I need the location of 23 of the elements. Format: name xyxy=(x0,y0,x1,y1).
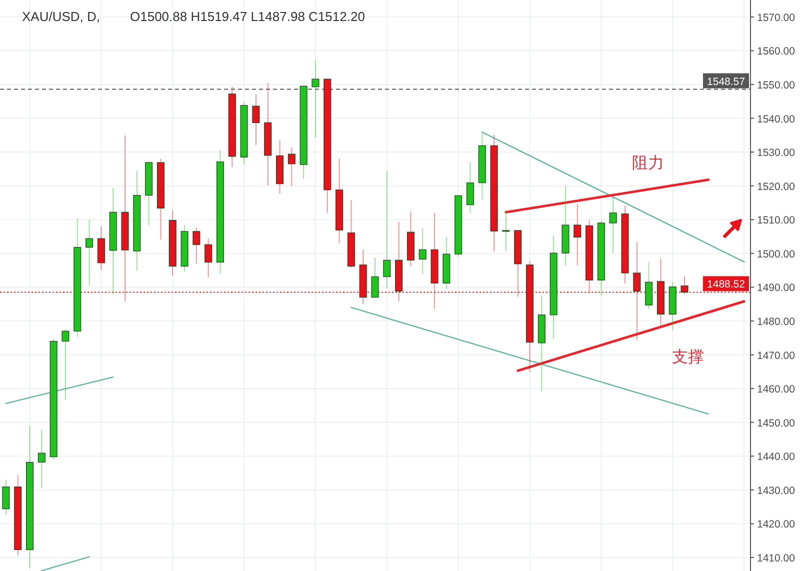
y-tick-label: 1510.00 xyxy=(757,214,796,227)
y-tick-label: 1410.00 xyxy=(757,552,796,564)
ref-line-label: 1488.52 xyxy=(707,278,746,291)
y-tick-label: 1520.00 xyxy=(757,180,796,193)
y-tick-label: 1450.00 xyxy=(757,417,796,430)
text: XAU/USD, D, xyxy=(22,9,100,24)
y-tick-label: 1560.00 xyxy=(757,46,796,58)
ref-line-label: 1548.57 xyxy=(707,76,746,88)
y-tick-label: 1550.00 xyxy=(757,79,796,92)
y-tick-label: 1530.00 xyxy=(757,147,796,160)
y-tick-label: 1440.00 xyxy=(757,451,796,464)
y-tick-label: 1490.00 xyxy=(757,282,796,294)
y-tick-label: 1470.00 xyxy=(757,350,796,362)
y-tick-label: 1460.00 xyxy=(757,384,796,396)
annotation: 支撑 xyxy=(672,348,704,366)
y-tick-label: 1480.00 xyxy=(757,316,796,328)
annotation: 阻力 xyxy=(632,154,664,172)
text: O1500.88 H1519.47 L1487.98 C1512.20 xyxy=(130,9,365,24)
y-tick-label: 1500.00 xyxy=(757,248,796,260)
y-tick-label: 1540.00 xyxy=(757,113,796,126)
y-tick-label: 1420.00 xyxy=(757,518,796,531)
y-tick-label: 1570.00 xyxy=(757,12,796,24)
y-tick-label: 1430.00 xyxy=(757,484,796,497)
